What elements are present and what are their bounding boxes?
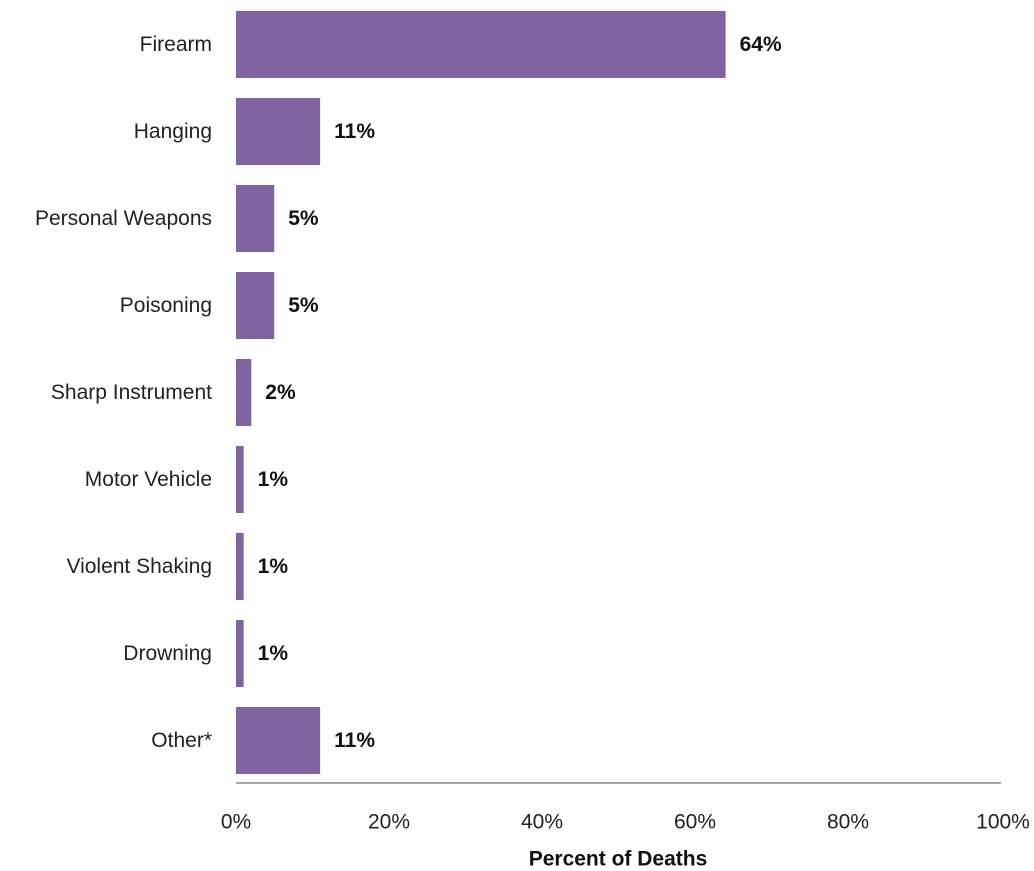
bar-2 bbox=[236, 185, 275, 252]
category-label-8: Other* bbox=[151, 729, 212, 752]
value-label-7: 1% bbox=[258, 642, 289, 665]
bars-group bbox=[236, 11, 726, 774]
bar-3 bbox=[236, 272, 275, 339]
x-tick-label-4: 80% bbox=[827, 811, 869, 834]
x-tick-label-5: 100% bbox=[976, 811, 1030, 834]
category-label-2: Personal Weapons bbox=[35, 207, 212, 230]
bar-1 bbox=[236, 98, 321, 165]
category-label-1: Hanging bbox=[134, 120, 212, 143]
bar-6 bbox=[236, 533, 244, 600]
value-label-2: 5% bbox=[288, 207, 319, 230]
category-label-3: Poisoning bbox=[120, 294, 212, 317]
x-tick-label-3: 60% bbox=[674, 811, 716, 834]
x-tick-label-1: 20% bbox=[368, 811, 410, 834]
bar-0 bbox=[236, 11, 726, 78]
value-label-5: 1% bbox=[258, 468, 289, 491]
x-axis-title: Percent of Deaths bbox=[529, 848, 708, 871]
bar-4 bbox=[236, 359, 252, 426]
value-label-6: 1% bbox=[258, 555, 289, 578]
value-label-1: 11% bbox=[334, 120, 375, 143]
value-labels-group: 64% 11% 5% 5% 2% 1% 1% 1% 11% bbox=[258, 33, 782, 752]
category-labels-group: Firearm Hanging Personal Weapons Poisoning S… bbox=[35, 33, 212, 752]
category-label-7: Drowning bbox=[123, 642, 212, 665]
category-label-6: Violent Shaking bbox=[66, 555, 212, 578]
value-label-8: 11% bbox=[334, 729, 375, 752]
bar-8 bbox=[236, 707, 321, 774]
x-tick-labels-group: 0% 20% 40% 60% 80% 100% bbox=[221, 811, 1030, 834]
value-label-4: 2% bbox=[265, 381, 296, 404]
value-label-3: 5% bbox=[288, 294, 319, 317]
bar-5 bbox=[236, 446, 244, 513]
value-label-0: 64% bbox=[740, 33, 782, 56]
x-tick-label-2: 40% bbox=[521, 811, 563, 834]
category-label-5: Motor Vehicle bbox=[85, 468, 212, 491]
bar-7 bbox=[236, 620, 244, 687]
x-tick-label-0: 0% bbox=[221, 811, 251, 834]
category-label-0: Firearm bbox=[140, 33, 212, 56]
category-label-4: Sharp Instrument bbox=[51, 381, 212, 404]
